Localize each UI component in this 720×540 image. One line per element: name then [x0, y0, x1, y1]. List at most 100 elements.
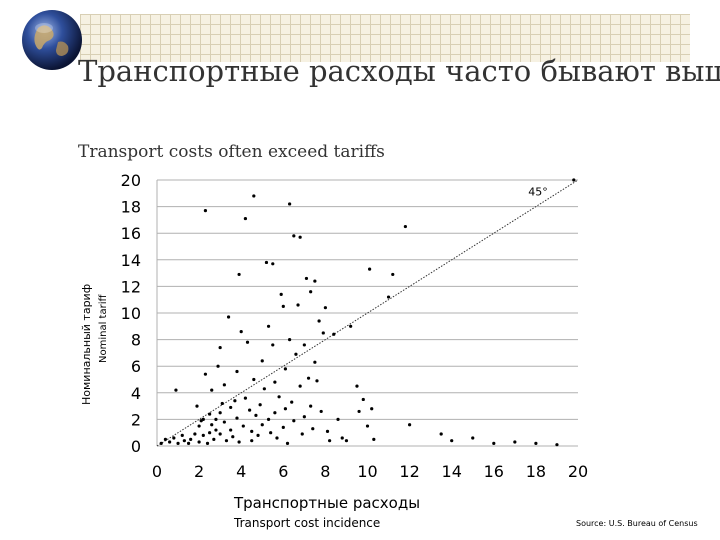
data-point [271, 343, 275, 347]
data-point [208, 412, 212, 416]
data-point [288, 338, 292, 342]
data-point [309, 290, 313, 294]
data-point [262, 387, 266, 391]
data-point [266, 417, 271, 421]
x-tick-label: 4 [236, 462, 246, 481]
data-point [233, 399, 237, 403]
data-point [572, 178, 576, 182]
data-point [256, 433, 260, 437]
data-point [180, 433, 184, 437]
data-point [260, 359, 264, 363]
data-point [386, 295, 391, 299]
scatter-chart: Номинальный тариф Nominal tariff 0 2 4 6 8 10… [80, 171, 588, 481]
data-point [298, 384, 302, 388]
y-tick-label: 10 [121, 304, 141, 323]
data-point [250, 429, 254, 433]
y-tick-label: 0 [131, 437, 141, 456]
data-point [313, 279, 317, 283]
data-point [302, 415, 306, 419]
data-point [555, 443, 559, 447]
data-point [336, 417, 340, 421]
x-tick-label: 14 [442, 462, 462, 481]
data-point [279, 292, 283, 296]
data-point [365, 424, 370, 428]
data-point [281, 425, 285, 429]
data-point [370, 407, 374, 411]
data-point [296, 303, 300, 307]
data-point [218, 345, 222, 350]
data-point [250, 439, 254, 443]
data-point [235, 416, 239, 420]
y-tick-labels: 0 2 4 6 8 10 12 14 16 18 20 [121, 171, 141, 456]
data-point [344, 439, 349, 443]
data-point [408, 423, 412, 427]
data-point [294, 352, 298, 356]
slide-subtitle: Transport costs often exceed tariffs [78, 142, 385, 162]
y-axis-title: Номинальный тариф Nominal tariff [80, 284, 109, 405]
data-point [361, 397, 365, 402]
data-point [275, 436, 279, 440]
data-point [245, 340, 250, 344]
data-point [300, 432, 304, 436]
data-point [271, 262, 275, 266]
data-point [269, 431, 273, 435]
data-point [231, 435, 235, 439]
y-tick-label: 6 [131, 357, 141, 376]
data-point [340, 436, 344, 440]
x-tick-label: 0 [152, 462, 162, 481]
y-axis-label: Номинальный тариф [80, 284, 93, 405]
data-point [203, 372, 208, 376]
data-point [302, 343, 306, 347]
data-point [210, 388, 214, 392]
data-point [229, 405, 233, 410]
data-point [243, 216, 248, 221]
x-tick-label: 2 [194, 462, 204, 481]
header-grid-band [80, 14, 690, 62]
data-point [321, 331, 325, 335]
data-point [292, 234, 296, 238]
y-tick-label: 20 [121, 171, 141, 190]
y-axis-label-sub: Nominal tariff [98, 294, 109, 363]
data-point [189, 437, 193, 441]
x-tick-label: 6 [278, 462, 288, 481]
data-point [328, 439, 332, 443]
data-point [403, 224, 407, 229]
data-point [186, 441, 191, 445]
data-point [355, 384, 359, 388]
data-point [332, 332, 336, 336]
data-points [159, 178, 576, 447]
x-tick-label: 8 [320, 462, 330, 481]
data-point [357, 409, 361, 414]
x-tick-label: 12 [399, 462, 419, 481]
data-point [288, 202, 292, 206]
data-point [323, 306, 327, 310]
data-point [290, 400, 294, 404]
data-point [492, 441, 496, 445]
data-point [193, 432, 197, 436]
data-point [172, 436, 176, 440]
data-point [224, 439, 229, 443]
data-point [266, 324, 271, 328]
data-point [197, 440, 201, 444]
data-point [226, 315, 231, 319]
data-point [292, 419, 296, 423]
y-tick-label: 14 [121, 251, 141, 270]
data-point [306, 376, 311, 380]
data-point [237, 272, 241, 277]
data-point [216, 364, 220, 368]
data-point [168, 440, 172, 444]
data-point [208, 431, 212, 435]
data-point [273, 411, 277, 415]
data-point [450, 439, 454, 443]
data-point [239, 330, 243, 334]
data-point [260, 423, 264, 427]
x-axis-label: Транспортные расходы [234, 494, 421, 512]
data-point [201, 417, 205, 421]
data-point [309, 404, 313, 408]
data-point [254, 413, 258, 418]
data-point [252, 194, 256, 198]
data-point [513, 440, 517, 444]
gridlines [156, 179, 578, 447]
data-point [368, 267, 372, 271]
slide-title: Транспортные расходы часто бывают выше т… [78, 54, 720, 88]
